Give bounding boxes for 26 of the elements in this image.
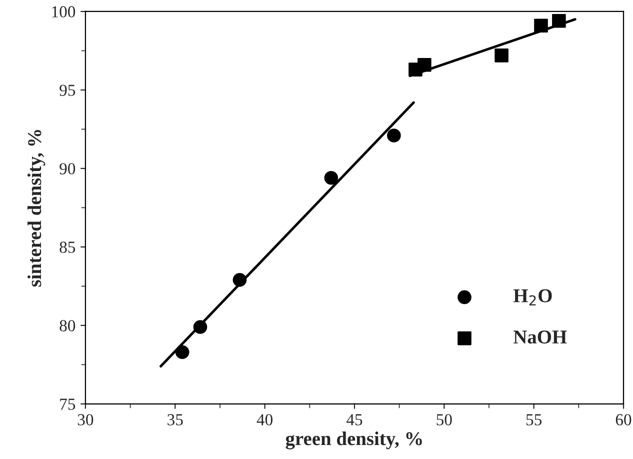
y-tick-label: 100 [52,6,76,18]
y-tick-label: 80 [60,320,76,332]
point [494,48,508,62]
y-tick-label: 75 [60,398,76,410]
point [232,273,247,287]
x-tick-label: 55 [526,414,542,426]
point [552,14,566,28]
y-tick-label: 95 [60,84,76,96]
x-axis-title: green density, % [286,432,422,450]
x-tick-label: 50 [436,414,452,426]
x-tick-label: 60 [616,414,632,426]
x-tick-label: 40 [256,414,273,426]
x-tick-label: 35 [168,414,183,426]
point [387,128,401,142]
x-tick-label: 30 [78,414,94,426]
point [534,18,548,33]
legend-label: NaOH [513,330,567,344]
y-tick-label: 85 [60,242,76,253]
y-tick-label: 90 [60,163,76,174]
point [193,320,208,334]
point [175,345,190,360]
x-tick-label: 45 [346,414,362,426]
y-axis-title: sintered density, % [27,130,46,287]
point [324,170,338,185]
legend-label: H$_{2}$O [513,289,552,306]
point [418,58,432,72]
